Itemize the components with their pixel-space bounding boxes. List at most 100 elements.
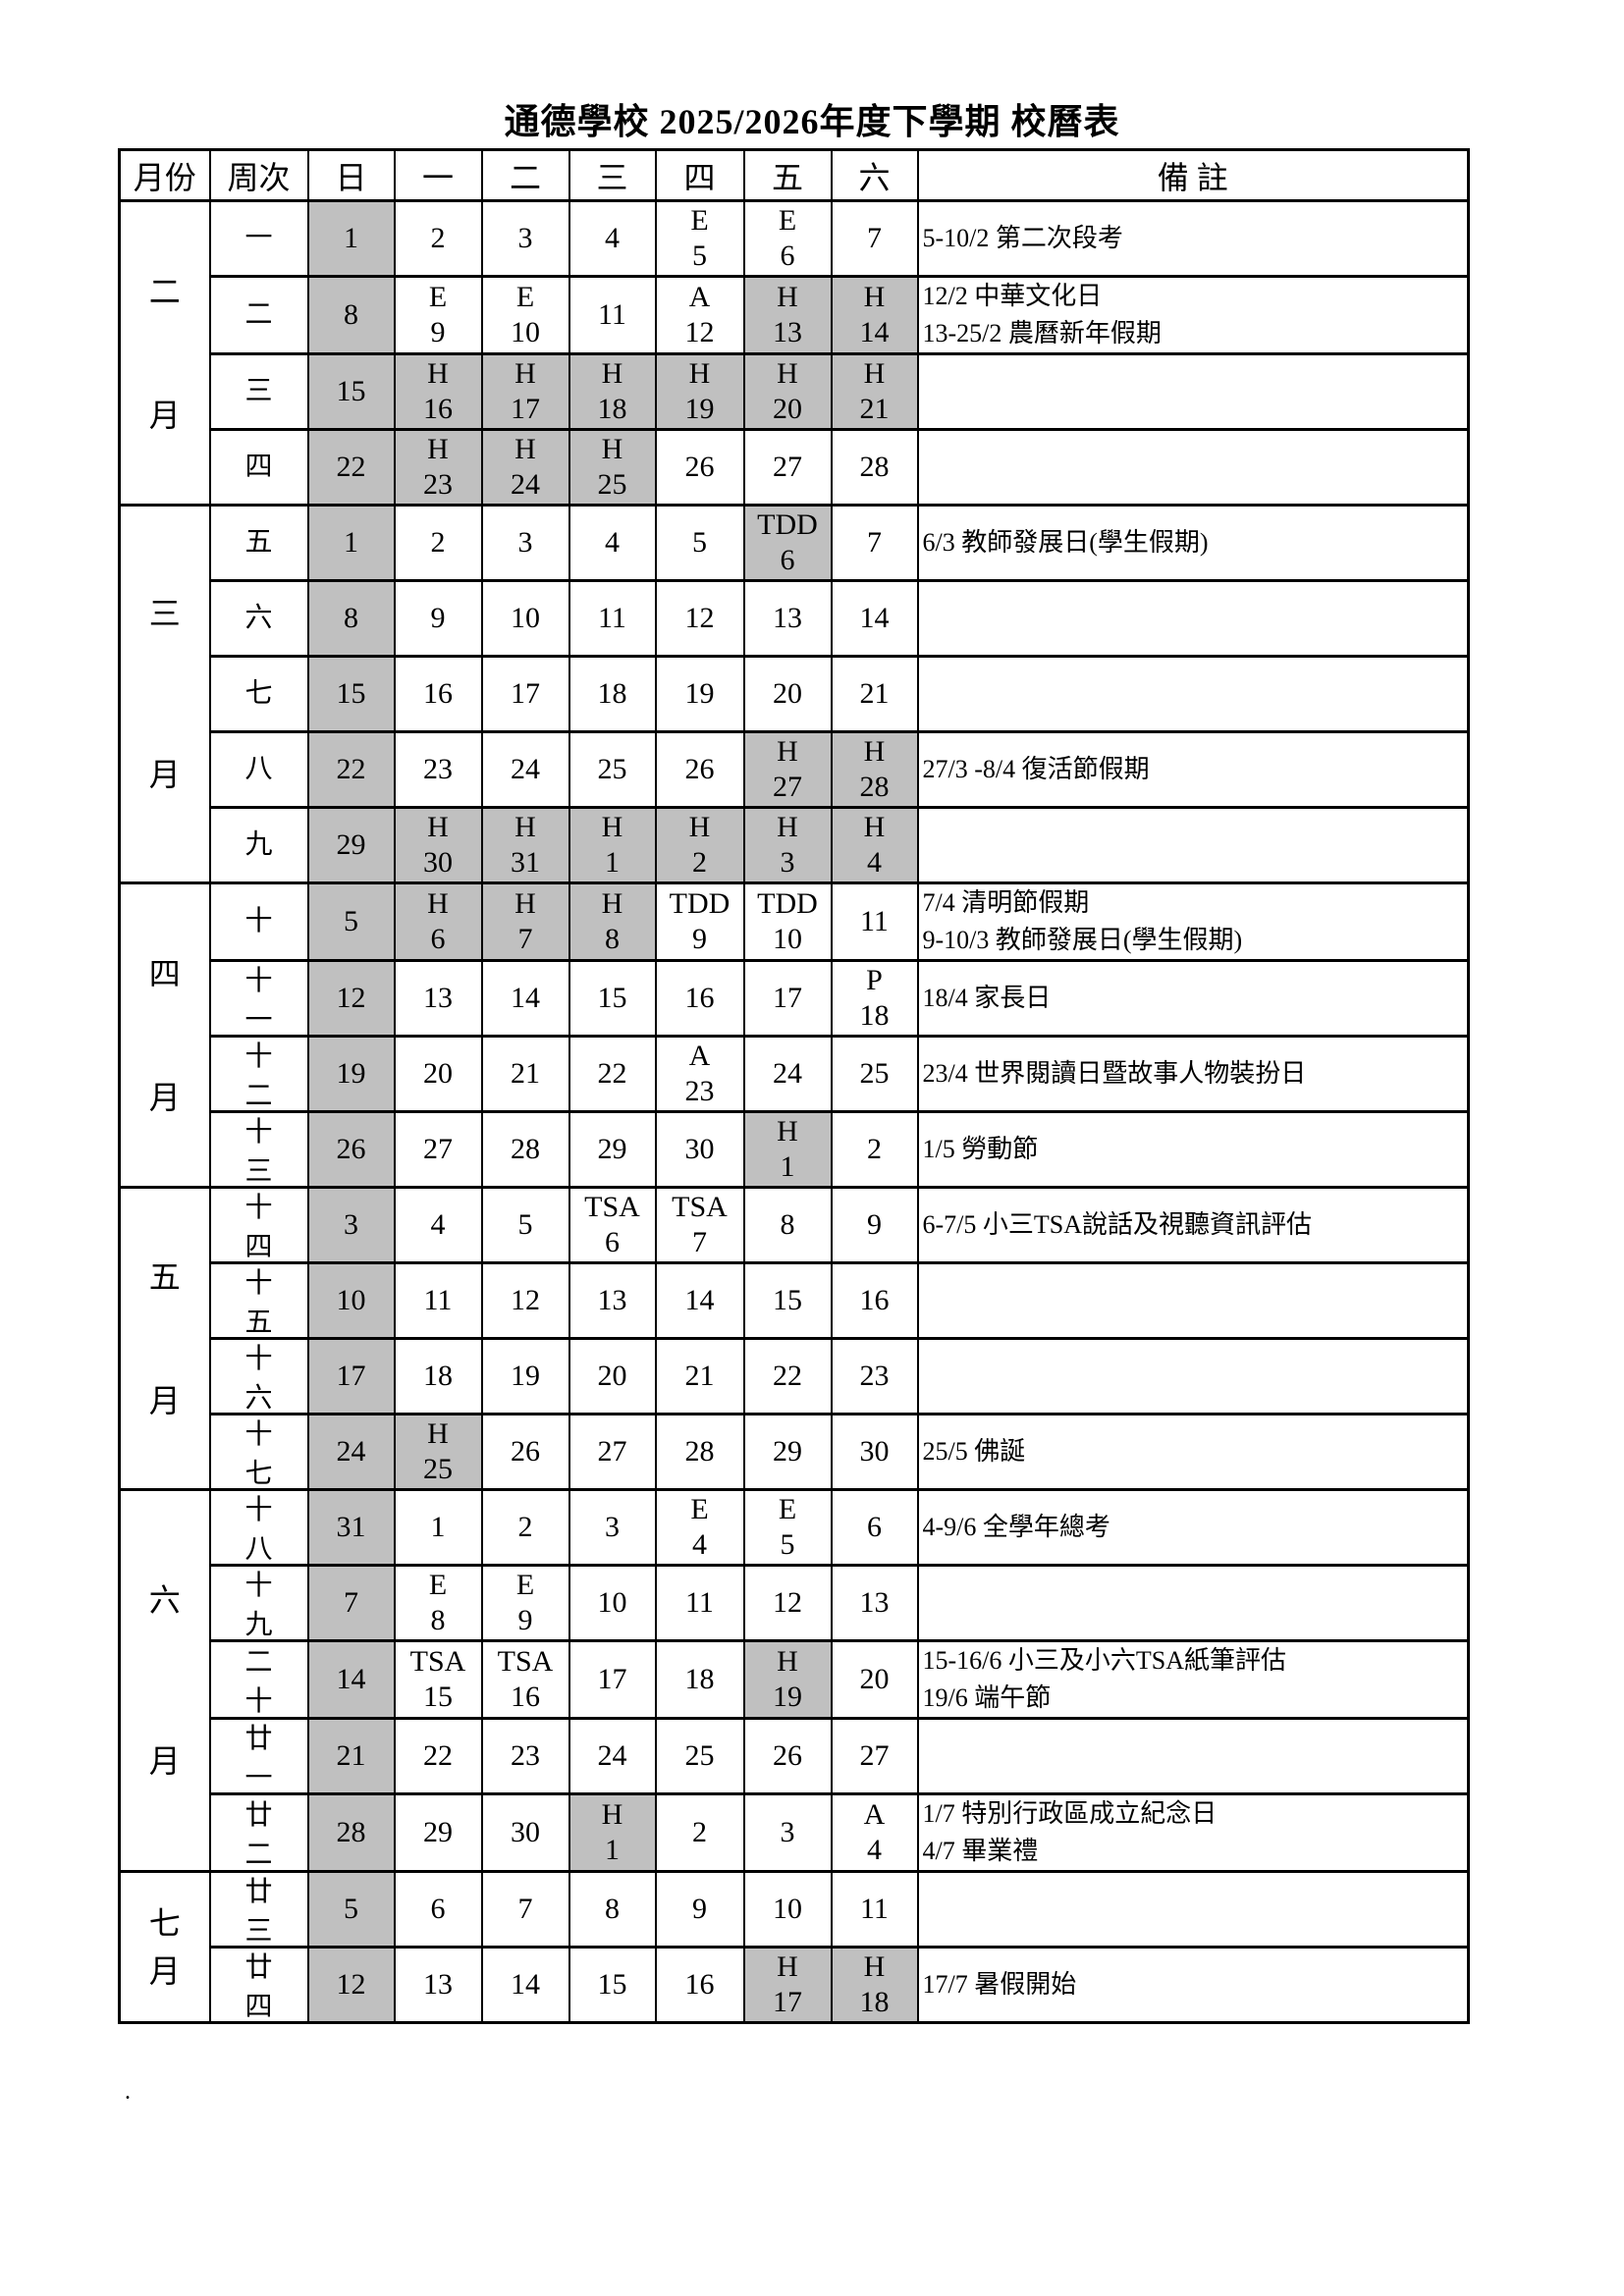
day-cell: 21 [306, 1717, 396, 1795]
day-number: 27 [773, 451, 802, 483]
day-number: 26 [773, 1739, 802, 1772]
day-number: 24 [511, 468, 540, 501]
day-cell: 6 [393, 1870, 483, 1949]
day-event-code: P [866, 964, 883, 996]
day-number: 8 [344, 602, 358, 634]
week-row: 廿四 12 13 14 15 16 H 17 H 18 17/7 暑假開始 [120, 1946, 1470, 2024]
day-number: 22 [336, 451, 366, 483]
day-number: 2 [692, 846, 707, 879]
day-cell: 22 [393, 1717, 483, 1795]
day-cell: 4 [568, 199, 657, 278]
day-number: 4 [605, 526, 620, 559]
day-number: 23 [423, 468, 453, 501]
remark-line: 4/7 畢業禮 [922, 1837, 1039, 1865]
remark-line: 6/3 教師發展日(學生假期) [922, 528, 1209, 557]
day-cell: 1 [306, 504, 396, 582]
day-number: 12 [511, 1284, 540, 1316]
day-number: 28 [859, 451, 890, 483]
day-cell: H 19 [654, 352, 745, 431]
column-header: 六 [830, 148, 919, 202]
day-event-code: H [863, 357, 886, 390]
day-cell: 5 [480, 1186, 570, 1264]
remarks-cell: 1/7 特別行政區成立紀念日 4/7 畢業禮 [916, 1792, 1470, 1873]
day-cell: 24 [742, 1035, 833, 1113]
day-event-code: H [427, 357, 449, 390]
remarks-cell [916, 655, 1470, 733]
day-number: 10 [336, 1284, 366, 1316]
day-number: 1 [605, 846, 620, 879]
week-number-cell: 十二 [208, 1035, 309, 1113]
day-cell: 14 [830, 579, 919, 658]
column-header: 五 [742, 148, 833, 202]
header-row: 月份 周次日一二三四五六備 註 [118, 148, 1470, 202]
day-number: 17 [773, 982, 802, 1014]
day-event-code: H [777, 735, 798, 768]
month-cell: 三月 [118, 504, 211, 884]
week-row: 十六 17 18 19 20 21 22 23 [120, 1337, 1470, 1415]
day-cell: 11 [568, 275, 657, 355]
day-number: 7 [867, 222, 882, 254]
day-number: 25 [859, 1057, 890, 1090]
day-number: 11 [598, 298, 626, 331]
day-number: 14 [511, 1968, 540, 2001]
day-number: 14 [859, 602, 890, 634]
week-number-cell: 十九 [208, 1564, 309, 1642]
day-cell: 8 [306, 275, 396, 355]
day-number: 14 [511, 982, 540, 1014]
week-row: 六 8 9 10 11 12 13 14 [120, 579, 1470, 658]
remarks-cell: 25/5 佛誕 [916, 1413, 1470, 1491]
day-number: 22 [423, 1739, 453, 1772]
remarks-cell: 4-9/6 全學年總考 [916, 1488, 1470, 1567]
day-cell: 2 [393, 199, 483, 278]
day-number: 25 [684, 1739, 715, 1772]
day-number: 6 [430, 1893, 446, 1925]
week-number-cell: 十六 [208, 1337, 309, 1415]
week-number-cell: 七 [208, 655, 309, 733]
week-row: 十九 7 E 8 E 9 10 11 12 13 [120, 1564, 1470, 1642]
day-cell: 20 [742, 655, 833, 733]
week-number: 十 [244, 906, 273, 936]
remarks-cell [916, 1337, 1470, 1415]
day-cell: 17 [480, 655, 570, 733]
day-event-code: H [427, 433, 449, 465]
day-cell: H 18 [830, 1946, 919, 2024]
day-cell: TSA 7 [654, 1186, 745, 1264]
day-number: 15 [597, 1968, 627, 2001]
week-number-cell: 廿一 [208, 1717, 309, 1795]
day-cell: 26 [742, 1717, 833, 1795]
day-cell: 19 [306, 1035, 396, 1113]
column-header: 一 [393, 148, 483, 202]
month-label-char: 月 [148, 1953, 181, 1989]
month-label-char: 月 [148, 397, 181, 433]
day-event-code: H [601, 1798, 623, 1831]
week-number: 廿二 [244, 1800, 273, 1869]
week-number-cell: 十三 [208, 1110, 309, 1189]
day-cell: 7 [306, 1564, 396, 1642]
week-number: 八 [244, 754, 273, 784]
day-cell: 8 [306, 579, 396, 658]
week-number: 廿三 [244, 1877, 273, 1946]
day-cell: 18 [393, 1337, 483, 1415]
day-number: 16 [423, 677, 453, 710]
week-row: 九 29 H 30 H 31 H 1 H 2 H 3 H 4 [120, 806, 1470, 884]
day-number: 16 [511, 1681, 540, 1713]
remarks-cell [916, 1870, 1470, 1949]
remark-line: 9-10/3 教師發展日(學生假期) [922, 926, 1243, 954]
week-number-cell: 十五 [208, 1261, 309, 1340]
month-label-char: 月 [148, 1079, 181, 1115]
day-event-code: A [688, 1040, 711, 1072]
day-number: 24 [336, 1435, 366, 1468]
day-number: 23 [511, 1739, 540, 1772]
day-cell: H 17 [742, 1946, 833, 2024]
week-number: 十二 [244, 1041, 273, 1110]
day-cell: H 30 [393, 806, 483, 884]
day-number: 3 [517, 526, 533, 559]
day-cell: 10 [742, 1870, 833, 1949]
day-cell: 15 [306, 352, 396, 431]
remark-line: 27/3 -8/4 復活節假期 [922, 755, 1150, 783]
day-number: 9 [692, 1893, 707, 1925]
day-event-code: H [514, 811, 536, 843]
day-event-code: H [777, 281, 798, 313]
day-number: 29 [336, 828, 366, 861]
